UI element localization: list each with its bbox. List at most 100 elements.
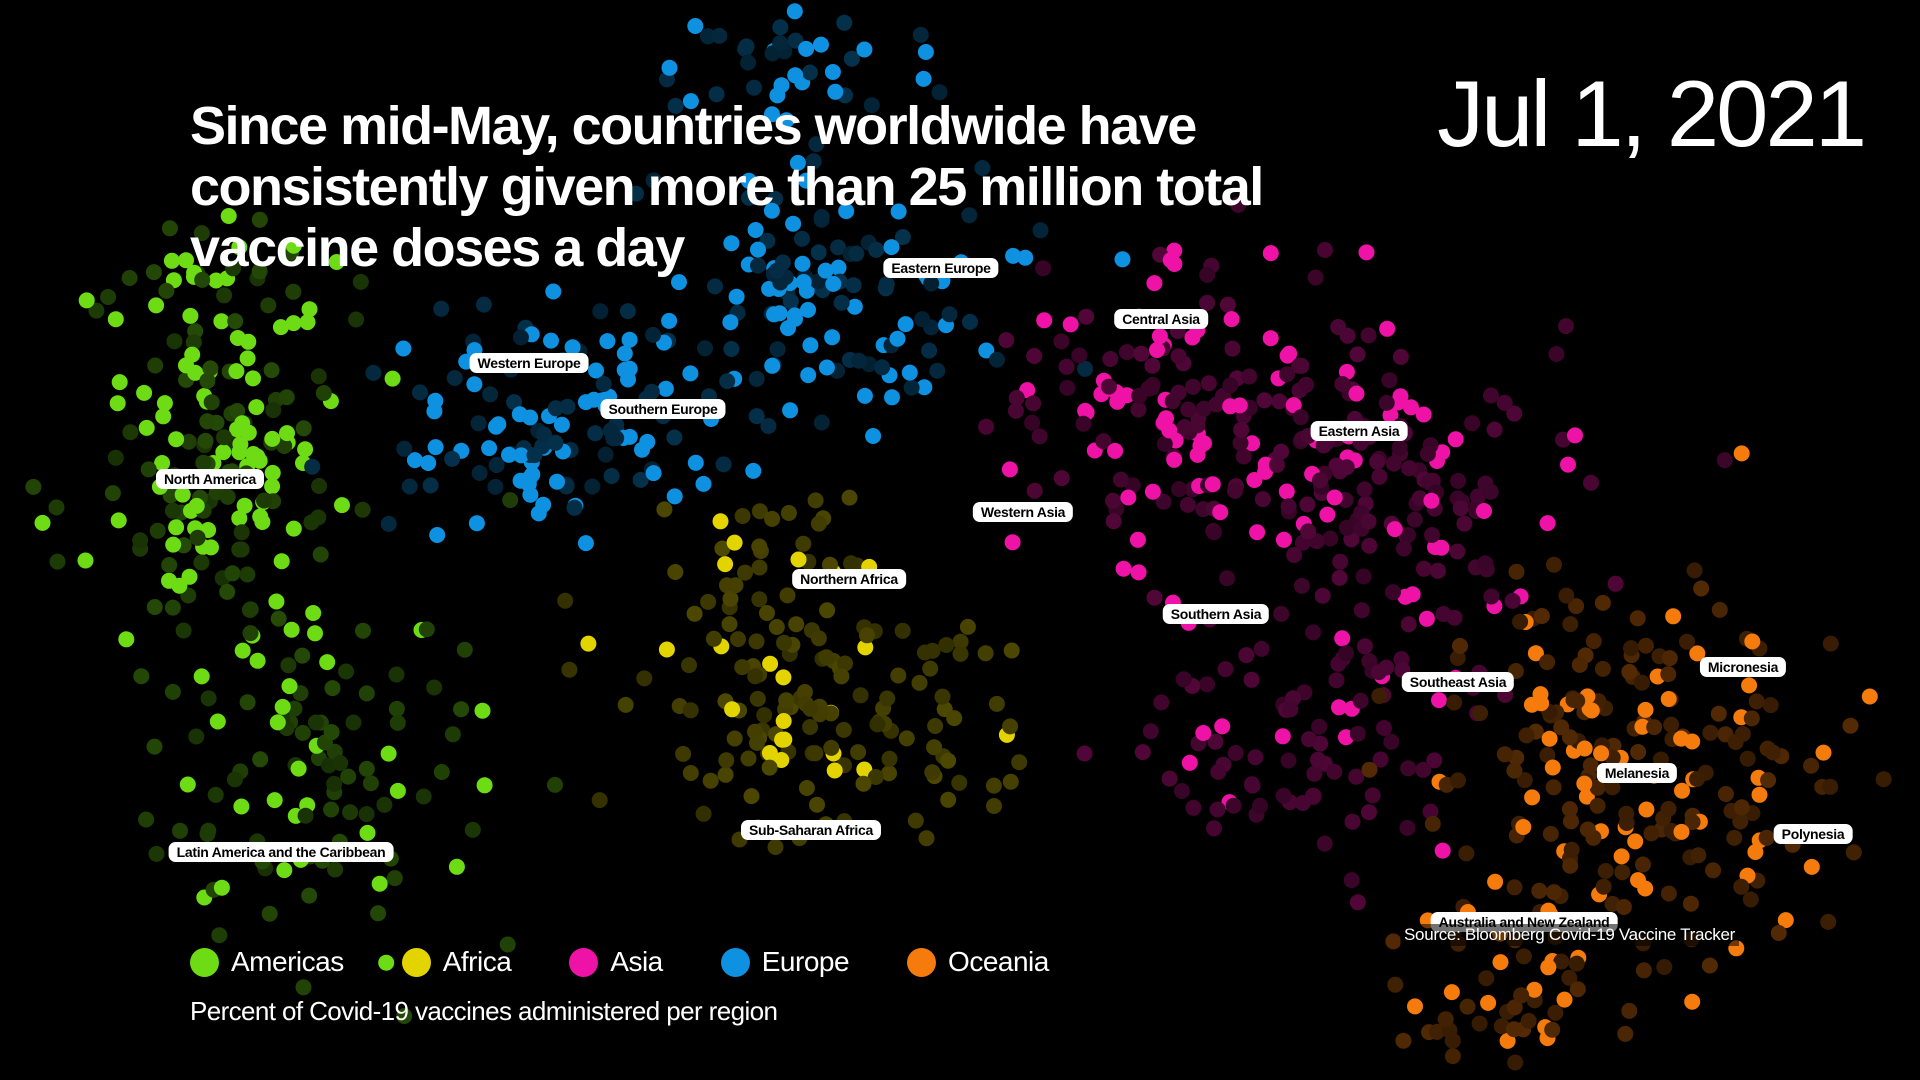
subregion-label-western-asia: Western Asia — [972, 502, 1074, 522]
dot-europe — [697, 340, 713, 357]
dot-europe — [520, 476, 537, 493]
dot-africa — [881, 750, 898, 767]
dot-oceania — [1506, 879, 1523, 896]
dot-africa — [869, 716, 886, 733]
dot-americas — [200, 690, 217, 707]
dot-europe — [813, 36, 829, 53]
dot-europe — [824, 329, 841, 346]
dot-asia — [1306, 765, 1323, 782]
dot-asia — [1120, 489, 1137, 506]
dot-asia — [1278, 483, 1295, 500]
dot-americas — [100, 289, 117, 305]
dot-asia — [1404, 586, 1421, 603]
dot-africa — [938, 637, 955, 653]
dot-americas — [294, 724, 311, 741]
dot-europe — [978, 342, 995, 359]
dot-oceania — [1578, 788, 1595, 805]
dot-americas — [25, 478, 42, 495]
dot-europe — [471, 465, 488, 481]
dot-oceania — [1539, 747, 1556, 764]
dot-oceania — [1684, 993, 1701, 1010]
dot-oceania — [1496, 746, 1513, 763]
dot-africa — [986, 798, 1002, 814]
dot-americas — [269, 714, 286, 731]
dot-oceania — [1544, 759, 1561, 776]
dot-oceania — [1371, 688, 1388, 704]
dot-asia — [1392, 388, 1409, 405]
dot-asia — [1400, 527, 1416, 543]
dot-asia — [1199, 294, 1216, 311]
dot-americas — [195, 454, 212, 471]
dot-americas — [261, 905, 278, 922]
dot-africa — [557, 592, 574, 609]
dot-oceania — [1515, 948, 1532, 965]
dot-asia — [1406, 511, 1423, 528]
dot-europe — [671, 274, 687, 291]
dot-europe — [682, 365, 699, 382]
dot-americas — [352, 273, 369, 290]
dot-europe — [722, 314, 739, 331]
dot-asia — [1115, 560, 1132, 577]
dot-africa — [737, 564, 753, 581]
dot-europe — [564, 339, 581, 356]
dot-europe — [621, 331, 638, 348]
dot-asia — [1506, 405, 1523, 422]
dot-europe — [868, 241, 885, 258]
dot-africa — [952, 645, 969, 662]
dot-americas — [184, 346, 201, 363]
dot-oceania — [1568, 955, 1585, 972]
dot-asia — [1233, 421, 1250, 438]
dot-asia — [1415, 761, 1432, 778]
dot-americas — [499, 936, 516, 953]
dot-americas — [276, 438, 293, 454]
dot-asia — [1107, 442, 1124, 459]
dot-europe — [846, 298, 863, 315]
dot-asia — [1476, 503, 1492, 519]
dot-asia — [1179, 496, 1196, 513]
dot-africa — [823, 739, 840, 756]
dot-americas — [231, 239, 248, 256]
dot-oceania — [1727, 734, 1744, 750]
dot-americas — [444, 726, 461, 743]
dot-europe — [890, 203, 907, 220]
dot-europe — [929, 362, 946, 379]
dot-americas — [295, 420, 312, 437]
dot-asia — [1282, 701, 1299, 718]
dot-asia — [1026, 348, 1043, 364]
dot-asia — [1024, 414, 1041, 431]
dot-americas — [229, 330, 246, 346]
dot-oceania — [1516, 772, 1533, 789]
dot-asia — [1230, 196, 1247, 213]
dot-africa — [833, 668, 850, 685]
dot-europe — [621, 360, 638, 377]
dot-americas — [140, 461, 157, 478]
dot-americas — [251, 211, 268, 228]
dot-africa — [1002, 718, 1019, 735]
dot-europe — [429, 527, 446, 543]
dot-asia — [1280, 498, 1297, 515]
dot-asia — [1059, 379, 1076, 396]
dot-africa — [751, 538, 768, 555]
dot-africa — [767, 839, 784, 855]
dot-asia — [1334, 630, 1351, 647]
dot-asia — [1007, 402, 1024, 419]
dot-africa — [749, 690, 766, 707]
dot-americas — [279, 425, 295, 442]
dot-asia — [1331, 569, 1348, 586]
dot-africa — [776, 634, 792, 651]
dot-europe — [634, 441, 650, 458]
dot-europe — [420, 455, 437, 471]
source-note: Source: Bloomberg Covid-19 Vaccine Track… — [1400, 924, 1740, 946]
dot-europe — [645, 172, 662, 189]
dot-oceania — [1568, 598, 1585, 615]
dot-americas — [354, 501, 371, 518]
dot-europe — [771, 305, 788, 322]
dot-europe — [667, 97, 684, 114]
dot-americas — [148, 297, 165, 314]
dot-europe — [764, 106, 780, 123]
dot-oceania — [1682, 895, 1699, 912]
dot-americas — [260, 297, 277, 314]
dot-europe — [608, 430, 625, 447]
dot-africa — [656, 501, 673, 518]
dot-europe — [897, 316, 914, 333]
